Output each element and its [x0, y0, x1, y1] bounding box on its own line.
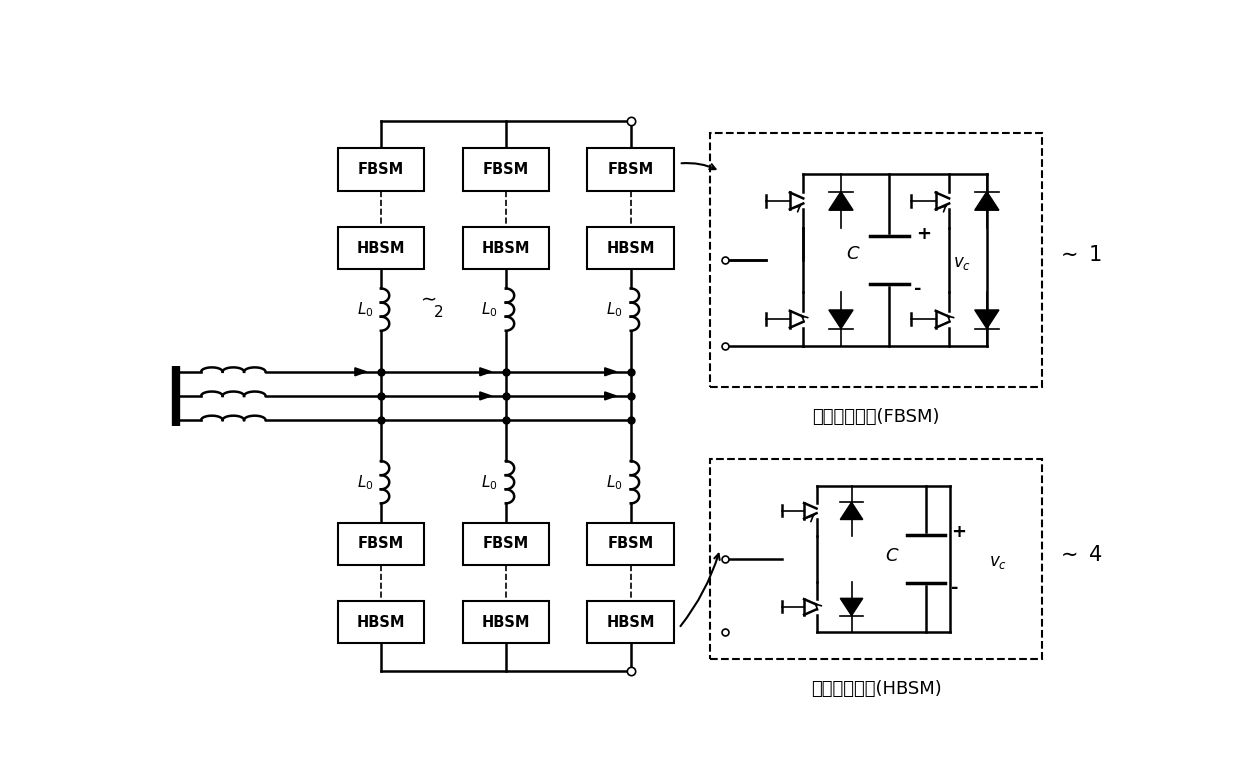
- Text: -: -: [951, 579, 959, 597]
- Text: FBSM: FBSM: [482, 536, 529, 551]
- Text: FBSM: FBSM: [482, 162, 529, 177]
- Text: $v_c$: $v_c$: [952, 254, 971, 272]
- Text: FBSM: FBSM: [608, 536, 653, 551]
- Bar: [337, 227, 424, 269]
- Bar: [711, 133, 1042, 387]
- Polygon shape: [828, 310, 853, 328]
- Bar: [588, 227, 675, 269]
- Bar: [463, 601, 549, 644]
- Text: $L_0$: $L_0$: [357, 473, 373, 492]
- Bar: [588, 601, 675, 644]
- Text: -: -: [914, 280, 923, 298]
- Polygon shape: [975, 191, 999, 210]
- Polygon shape: [841, 598, 863, 615]
- Text: $L_0$: $L_0$: [481, 300, 498, 319]
- Text: 全桥型子模块(FBSM): 全桥型子模块(FBSM): [812, 408, 940, 426]
- Text: HBSM: HBSM: [481, 615, 529, 630]
- Bar: [463, 523, 549, 565]
- Bar: [463, 227, 549, 269]
- Text: +: +: [951, 523, 966, 541]
- Text: 2: 2: [434, 305, 444, 320]
- Text: HBSM: HBSM: [357, 241, 405, 256]
- Polygon shape: [355, 368, 367, 376]
- Polygon shape: [480, 392, 491, 400]
- Bar: [337, 148, 424, 191]
- Text: $L_0$: $L_0$: [606, 473, 622, 492]
- Text: FBSM: FBSM: [608, 162, 653, 177]
- Text: $\sim$ 1: $\sim$ 1: [1056, 245, 1102, 265]
- Text: HBSM: HBSM: [606, 615, 655, 630]
- Text: $L_0$: $L_0$: [606, 300, 622, 319]
- Polygon shape: [828, 191, 853, 210]
- Bar: [337, 601, 424, 644]
- Text: HBSM: HBSM: [357, 615, 405, 630]
- Polygon shape: [975, 310, 999, 328]
- Bar: [711, 459, 1042, 659]
- Text: $\sim$ 4: $\sim$ 4: [1056, 545, 1102, 565]
- Text: $C$: $C$: [885, 547, 899, 565]
- Text: $v_c$: $v_c$: [990, 553, 1007, 571]
- Bar: [588, 148, 675, 191]
- Bar: [337, 523, 424, 565]
- Polygon shape: [605, 368, 616, 376]
- Text: HBSM: HBSM: [606, 241, 655, 256]
- Text: FBSM: FBSM: [357, 162, 404, 177]
- Text: $L_0$: $L_0$: [481, 473, 498, 492]
- Text: +: +: [916, 224, 931, 242]
- Text: FBSM: FBSM: [357, 536, 404, 551]
- Text: $C$: $C$: [846, 245, 861, 263]
- Text: $L_0$: $L_0$: [357, 300, 373, 319]
- Polygon shape: [605, 392, 616, 400]
- Text: 半桥型子模块(HBSM): 半桥型子模块(HBSM): [811, 680, 941, 698]
- Bar: [588, 523, 675, 565]
- Polygon shape: [480, 368, 491, 376]
- Bar: [463, 148, 549, 191]
- Text: $\sim$: $\sim$: [418, 288, 438, 307]
- Text: HBSM: HBSM: [481, 241, 529, 256]
- Polygon shape: [841, 503, 863, 520]
